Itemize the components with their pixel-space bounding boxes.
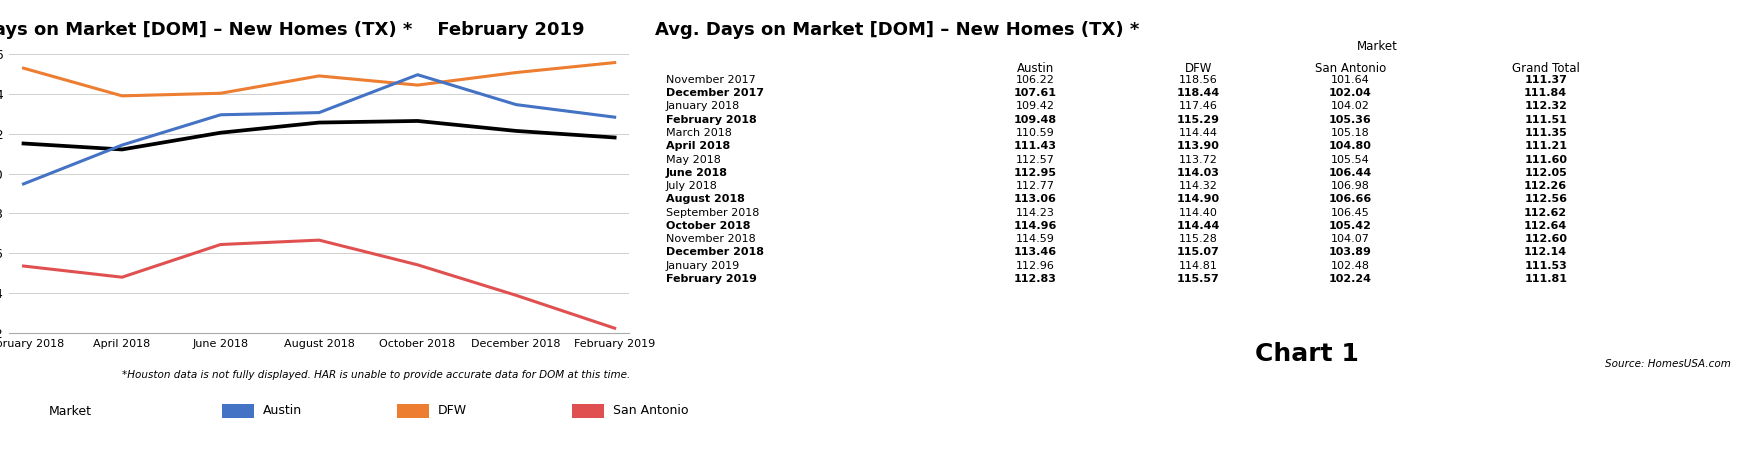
Text: 111.84: 111.84 (1524, 88, 1568, 98)
Text: Grand Total: Grand Total (1512, 62, 1580, 75)
Text: January 2019: January 2019 (667, 261, 740, 271)
Text: 104.80: 104.80 (1328, 141, 1372, 151)
Text: 102.04: 102.04 (1328, 88, 1372, 98)
Text: September 2018: September 2018 (667, 207, 760, 218)
Text: 109.42: 109.42 (1015, 101, 1055, 112)
Text: 111.60: 111.60 (1524, 154, 1568, 165)
Text: 114.23: 114.23 (1015, 207, 1055, 218)
Text: March 2018: March 2018 (667, 128, 732, 138)
Text: 117.46: 117.46 (1180, 101, 1218, 112)
Text: 106.98: 106.98 (1330, 181, 1370, 191)
Text: DFW: DFW (438, 405, 467, 417)
Text: 103.89: 103.89 (1328, 248, 1372, 257)
Text: 112.77: 112.77 (1015, 181, 1055, 191)
Text: February 2018: February 2018 (667, 115, 756, 125)
Text: 114.90: 114.90 (1176, 194, 1220, 204)
Text: 118.44: 118.44 (1176, 88, 1220, 98)
Text: April 2018: April 2018 (667, 141, 730, 151)
Text: 113.90: 113.90 (1176, 141, 1220, 151)
Text: 111.51: 111.51 (1524, 115, 1568, 125)
Text: 112.14: 112.14 (1524, 248, 1568, 257)
Text: 102.24: 102.24 (1328, 274, 1372, 284)
Text: 111.37: 111.37 (1524, 75, 1568, 85)
Text: 105.42: 105.42 (1328, 221, 1372, 231)
Text: 106.22: 106.22 (1015, 75, 1055, 85)
Text: 112.56: 112.56 (1524, 194, 1568, 204)
Text: October 2018: October 2018 (667, 221, 751, 231)
Text: January 2018: January 2018 (667, 101, 740, 112)
Text: *Houston data is not fully displayed. HAR is unable to provide accurate data for: *Houston data is not fully displayed. HA… (123, 370, 630, 380)
Text: June 2018: June 2018 (667, 168, 728, 178)
Text: 112.64: 112.64 (1524, 221, 1568, 231)
Text: 104.02: 104.02 (1330, 101, 1370, 112)
Text: 111.43: 111.43 (1013, 141, 1057, 151)
Text: 112.83: 112.83 (1013, 274, 1057, 284)
Text: 112.05: 112.05 (1524, 168, 1566, 178)
Text: December 2018: December 2018 (667, 248, 765, 257)
Text: 115.29: 115.29 (1176, 115, 1220, 125)
Text: 114.44: 114.44 (1180, 128, 1218, 138)
Text: 112.62: 112.62 (1524, 207, 1568, 218)
Text: Austin: Austin (262, 405, 301, 417)
Text: 106.44: 106.44 (1328, 168, 1372, 178)
Text: August 2018: August 2018 (667, 194, 746, 204)
Text: 113.72: 113.72 (1180, 154, 1218, 165)
Text: 112.95: 112.95 (1013, 168, 1057, 178)
Text: 111.35: 111.35 (1524, 128, 1566, 138)
Text: 112.96: 112.96 (1015, 261, 1055, 271)
Text: 112.32: 112.32 (1524, 101, 1568, 112)
Text: November 2017: November 2017 (667, 75, 756, 85)
Text: Chart 1: Chart 1 (1255, 342, 1358, 366)
Text: February 2019: February 2019 (667, 274, 756, 284)
Text: 106.66: 106.66 (1328, 194, 1372, 204)
Text: Austin: Austin (1017, 62, 1054, 75)
Text: 114.81: 114.81 (1180, 261, 1218, 271)
Text: 109.48: 109.48 (1013, 115, 1057, 125)
Text: 114.59: 114.59 (1015, 234, 1055, 244)
Text: 105.18: 105.18 (1330, 128, 1370, 138)
Text: San Antonio: San Antonio (1314, 62, 1386, 75)
Text: 114.03: 114.03 (1176, 168, 1220, 178)
Text: May 2018: May 2018 (667, 154, 721, 165)
Text: 115.57: 115.57 (1176, 274, 1220, 284)
Text: Avg. Days on Market [DOM] – New Homes (TX) *    February 2019: Avg. Days on Market [DOM] – New Homes (T… (0, 21, 584, 39)
Text: 110.59: 110.59 (1015, 128, 1055, 138)
Text: 114.40: 114.40 (1180, 207, 1218, 218)
Text: 114.96: 114.96 (1013, 221, 1057, 231)
Text: 111.53: 111.53 (1524, 261, 1566, 271)
Text: 105.54: 105.54 (1330, 154, 1370, 165)
Text: November 2018: November 2018 (667, 234, 756, 244)
Text: December 2017: December 2017 (667, 88, 765, 98)
Text: 105.36: 105.36 (1328, 115, 1372, 125)
Text: 114.44: 114.44 (1176, 221, 1220, 231)
Text: Source: HomesUSA.com: Source: HomesUSA.com (1605, 359, 1731, 369)
Text: San Antonio: San Antonio (612, 405, 688, 417)
Text: Market: Market (49, 405, 93, 418)
Text: 106.45: 106.45 (1330, 207, 1370, 218)
Text: 107.61: 107.61 (1013, 88, 1057, 98)
Text: 112.60: 112.60 (1524, 234, 1568, 244)
Text: 111.81: 111.81 (1524, 274, 1568, 284)
Text: DFW: DFW (1185, 62, 1211, 75)
Text: July 2018: July 2018 (667, 181, 718, 191)
Text: 114.32: 114.32 (1180, 181, 1218, 191)
Text: 115.28: 115.28 (1180, 234, 1218, 244)
Text: 104.07: 104.07 (1330, 234, 1370, 244)
Text: 112.26: 112.26 (1524, 181, 1568, 191)
Text: 113.46: 113.46 (1013, 248, 1057, 257)
Text: 118.56: 118.56 (1180, 75, 1218, 85)
Text: 101.64: 101.64 (1330, 75, 1370, 85)
Text: 115.07: 115.07 (1176, 248, 1220, 257)
Text: 112.57: 112.57 (1015, 154, 1055, 165)
Text: Avg. Days on Market [DOM] – New Homes (TX) *: Avg. Days on Market [DOM] – New Homes (T… (654, 21, 1139, 39)
Text: Market: Market (1356, 40, 1398, 53)
Text: 102.48: 102.48 (1330, 261, 1370, 271)
Text: 113.06: 113.06 (1013, 194, 1057, 204)
Text: 111.21: 111.21 (1524, 141, 1568, 151)
